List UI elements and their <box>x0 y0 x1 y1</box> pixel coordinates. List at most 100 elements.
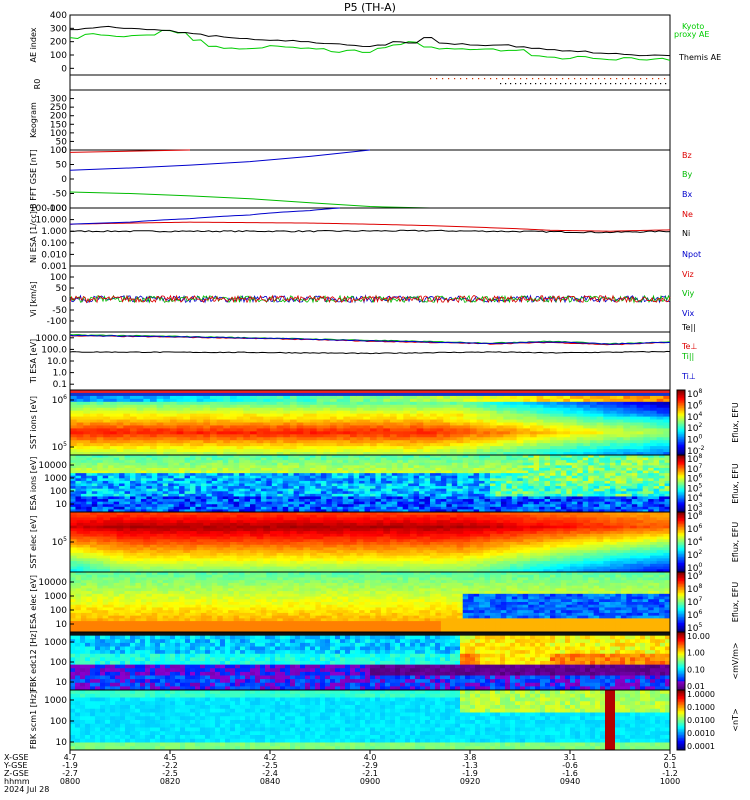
r0-point <box>545 83 547 85</box>
sst-elec-colorbar-label: Eflux, EFU <box>731 522 740 563</box>
r0-point <box>436 78 438 80</box>
r0-point <box>560 83 562 85</box>
xaxis-tick-label: -1.9 <box>462 769 478 778</box>
vi-ytick: -100 <box>47 317 68 327</box>
bfft-series-line <box>69 149 371 171</box>
bfft-ylabel: B FFT GSE [nT] <box>29 149 38 209</box>
ae-ytick: 400 <box>50 11 67 21</box>
fbk-scm1-colorbar-tick: 1.0000 <box>687 690 715 699</box>
r0-point <box>496 78 498 80</box>
bfft-series-line <box>69 191 431 209</box>
r0-point <box>460 78 462 80</box>
r0-point <box>616 78 618 80</box>
ni-ytick: 0.010 <box>41 250 67 260</box>
r0-point <box>466 78 468 80</box>
vi-ytick: 0 <box>61 295 67 305</box>
ni-series-line <box>69 207 341 225</box>
r0-point <box>502 78 504 80</box>
r0-ylabel: R0 <box>33 79 42 90</box>
ti-legend: Ti|| <box>681 352 694 361</box>
xaxis-tick-label: 3.8 <box>464 753 477 762</box>
esa-ions-colorbar-tick: 106 <box>687 473 702 485</box>
bfft-ytick: -100 <box>47 204 68 214</box>
xaxis-tick-label: 4.7 <box>64 753 77 762</box>
sst-ions-colorbar-label: Eflux, EFU <box>731 402 740 443</box>
r0-point <box>500 83 502 85</box>
vi-series-line <box>69 294 671 304</box>
r0-point <box>586 78 588 80</box>
fbk-scm1-ylabel: FBK scm1 [Hz] <box>29 691 38 749</box>
ti-series-line <box>69 334 671 345</box>
fbk-edc12-ytick: 1000 <box>44 638 67 648</box>
esa-elec-colorbar-tick: 109 <box>687 570 702 582</box>
xaxis-tick-label: -0.6 <box>562 761 578 770</box>
esa-elec-ylabel: ESA elec [eV] <box>29 575 38 629</box>
r0-point <box>525 83 527 85</box>
r0-point <box>454 78 456 80</box>
vi-ytick: -50 <box>52 306 67 316</box>
r0-point <box>640 83 642 85</box>
r0-point <box>472 78 474 80</box>
ae-legend-kyoto: Kyoto <box>682 22 704 31</box>
bfft-series-line <box>69 149 191 153</box>
ae-series-line <box>69 29 671 61</box>
fbk-scm1-colorbar-label: <nT> <box>731 708 740 731</box>
ti-legend: Te|| <box>681 323 696 332</box>
fbk-scm1-spectrogram <box>70 690 671 751</box>
esa-ions-colorbar-tick: 104 <box>687 492 702 504</box>
xaxis-tick-label: 4.5 <box>164 753 177 762</box>
ni-series-line <box>69 221 671 232</box>
r0-point <box>448 78 450 80</box>
ti-ylabel: Ti ESA [eV] <box>29 339 38 384</box>
r0-point <box>580 78 582 80</box>
sst-ions-colorbar-tick: 108 <box>687 388 702 400</box>
xaxis-tick-label: 0900 <box>360 777 380 786</box>
sst-ions-ylabel: SST ions [eV] <box>29 396 38 449</box>
bfft-ytick: 100 <box>50 146 67 156</box>
sst-ions-colorbar-tick: 106 <box>687 399 702 411</box>
ni-ytick: 1.000 <box>41 227 67 237</box>
esa-elec-ytick: 1000 <box>44 592 67 602</box>
r0-point <box>550 83 552 85</box>
ae-panel-frame <box>69 14 671 76</box>
r0-point <box>585 83 587 85</box>
ni-ytick: 100.000 <box>30 204 67 214</box>
esa-ions-spectrogram <box>70 455 671 513</box>
r0-point <box>442 78 444 80</box>
xaxis-tick-label: 0800 <box>60 777 80 786</box>
keogram-ylabel: Keogram <box>29 102 38 138</box>
sst-elec-colorbar-tick: 106 <box>687 523 702 535</box>
sst-elec-colorbar-tick: 100 <box>687 562 702 574</box>
ae-ytick: 100 <box>50 51 67 61</box>
r0-point <box>646 78 648 80</box>
fbk-scm1-ytick: 100 <box>50 717 67 727</box>
esa-elec-colorbar-tick: 107 <box>687 596 702 608</box>
xaxis-tick-label: -1.2 <box>662 769 678 778</box>
r0-point <box>508 78 510 80</box>
keogram-ytick: 300 <box>50 95 67 105</box>
ae-ytick: 200 <box>50 38 67 48</box>
ti-ytick: 100.0 <box>41 345 67 355</box>
r0-point <box>615 83 617 85</box>
esa-ions-ytick: 100 <box>50 487 67 497</box>
ae-legend-themis: Themis AE <box>678 53 721 62</box>
xaxis-tick-label: 0920 <box>460 777 480 786</box>
esa-elec-colorbar-tick: 106 <box>687 609 702 621</box>
r0-point <box>580 83 582 85</box>
fbk-edc12-colorbar-tick: 10.00 <box>687 632 710 641</box>
fbk-scm1-colorbar-tick: 0.0001 <box>687 742 715 751</box>
xaxis-tick-label: 2.5 <box>664 753 677 762</box>
ni-ytick: 0.100 <box>41 239 67 249</box>
ni-ytick: 10.000 <box>36 216 68 226</box>
r0-point <box>610 78 612 80</box>
xaxis-tick-label: -2.5 <box>162 769 178 778</box>
vi-legend-Viy: Viy <box>682 289 695 298</box>
r0-point <box>526 78 528 80</box>
keogram-panel-frame <box>69 89 671 151</box>
esa-ions-colorbar-tick: 108 <box>687 453 702 465</box>
sst-elec-colorbar-tick: 104 <box>687 536 702 548</box>
esa-ions-ytick: 1000 <box>44 474 67 484</box>
xaxis-tick-label: -2.1 <box>362 769 378 778</box>
r0-point <box>640 78 642 80</box>
